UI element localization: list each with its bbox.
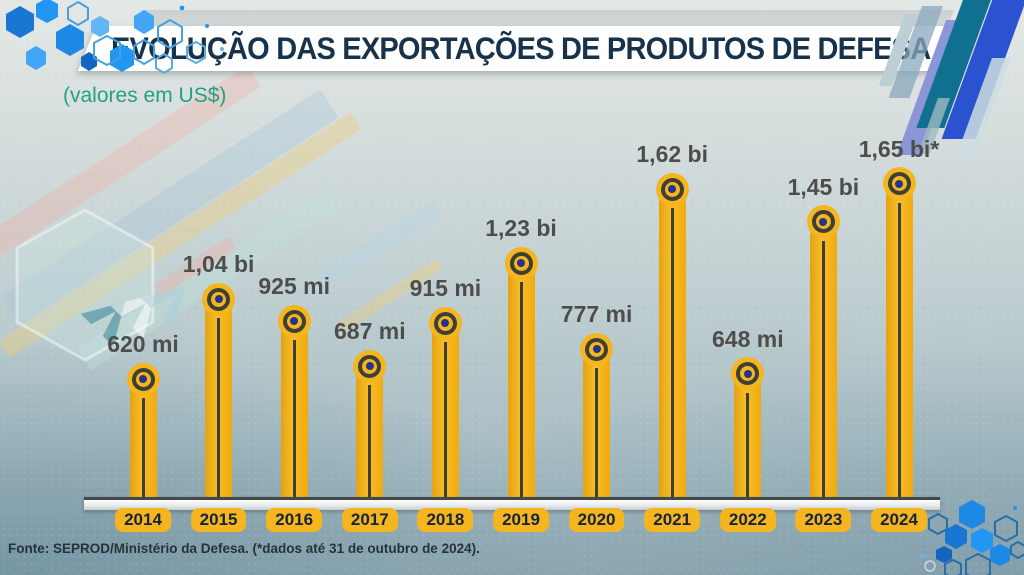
bar-center-line <box>292 340 296 497</box>
page-subtitle: (valores em US$) <box>63 84 227 107</box>
year-label: 2024 <box>871 508 927 532</box>
bar-top-ring <box>433 311 457 335</box>
source-note: Fonte: SEPROD/Ministério da Defesa. (*da… <box>8 541 480 556</box>
bar-slot: 687 mi 2017 <box>332 0 407 575</box>
bar-top-ring <box>282 309 306 333</box>
bar-top-circle-icon <box>353 349 387 383</box>
bar-center-line <box>670 208 674 497</box>
hexagon-cluster-icon <box>6 0 224 74</box>
bar-center-line <box>821 240 825 497</box>
bar <box>431 323 459 497</box>
bar-top-circle-icon <box>580 332 614 366</box>
bar-top-circle-icon <box>655 172 689 206</box>
bar <box>658 189 686 497</box>
year-label: 2021 <box>644 508 701 532</box>
bar-center-line <box>443 342 447 497</box>
bar-top-ring <box>358 354 382 378</box>
bar <box>885 183 913 497</box>
bar-center-line <box>519 282 523 497</box>
x-axis-baseline <box>84 497 940 510</box>
bar-slot: 1,23 bi 2019 <box>484 0 559 575</box>
bar-slot: 1,65 bi* 2024 <box>858 0 940 575</box>
bar <box>356 366 384 497</box>
value-label: 620 mi <box>107 331 179 358</box>
bar-center-line <box>141 398 145 497</box>
bar-top-dot <box>365 362 374 371</box>
bar-top-dot <box>743 369 752 378</box>
bar-slot: 915 mi 2018 <box>408 0 483 575</box>
bar-top-dot <box>139 375 147 384</box>
bar-top-dot <box>441 319 450 328</box>
value-label: 687 mi <box>333 318 406 345</box>
year-label: 2020 <box>568 508 625 532</box>
bar-top-dot <box>592 345 601 354</box>
bar-top-dot <box>517 259 525 268</box>
value-label: 777 mi <box>560 301 633 328</box>
bar-top-circle-icon <box>731 357 765 391</box>
bar-slot: 925 mi 2016 <box>257 0 332 575</box>
bar-top-dot <box>819 217 828 226</box>
page-title: EVOLUÇÃO DAS EXPORTAÇÕES DE PRODUTOS DE … <box>111 32 931 67</box>
year-label: 2016 <box>266 508 323 532</box>
bar-top-ring <box>736 362 760 386</box>
value-label: 1,04 bi <box>182 251 255 278</box>
bar-center-line <box>746 392 750 497</box>
year-label: 2023 <box>795 508 852 532</box>
bar-top-circle-icon <box>277 304 311 338</box>
bar-top-ring <box>509 251 533 275</box>
bar-top-ring <box>887 172 911 195</box>
bar-top-circle-icon <box>428 306 462 340</box>
bar <box>280 321 308 497</box>
bar-top-circle-icon <box>504 246 538 280</box>
year-label: 2018 <box>417 508 474 532</box>
bar-top-circle-icon <box>202 282 236 316</box>
bar-top-dot <box>895 179 903 188</box>
bar-top-circle-icon <box>126 362 160 396</box>
bar-slot: 1,62 bi 2021 <box>635 0 710 575</box>
bar <box>734 373 762 497</box>
bar-center-line <box>217 318 221 497</box>
bar <box>507 263 535 497</box>
hexagon-outline-icon <box>15 208 155 362</box>
value-label: 915 mi <box>409 275 482 302</box>
year-label: 2022 <box>719 508 776 532</box>
value-label: 1,62 bi <box>636 141 708 168</box>
bar-slot: 1,45 bi 2023 <box>786 0 861 575</box>
hexagon-cluster-icon <box>921 500 1024 575</box>
bar-top-ring <box>660 177 684 201</box>
year-label: 2014 <box>115 508 171 532</box>
bar-slot: 1,04 bi 2015 <box>181 0 256 575</box>
bar-top-ring <box>207 287 231 311</box>
bar-top-dot <box>290 317 299 326</box>
bar-top-dot <box>214 295 223 304</box>
bar-top-circle-icon <box>806 205 840 238</box>
bar-top-circle-icon <box>882 167 916 200</box>
bar-slot: 648 mi 2022 <box>710 0 785 575</box>
bar-top-ring <box>811 210 835 233</box>
bar-top-ring <box>585 337 609 361</box>
value-label: 1,45 bi <box>787 173 860 200</box>
value-label: 1,65 bi* <box>858 135 940 162</box>
bar <box>583 349 611 497</box>
bar <box>809 221 837 497</box>
bar <box>129 379 157 497</box>
bar <box>205 299 233 497</box>
value-label: 925 mi <box>258 273 330 300</box>
year-label: 2015 <box>190 508 247 532</box>
bar-slot: 620 mi 2014 <box>106 0 181 575</box>
value-label: 648 mi <box>711 325 784 352</box>
bar-top-ring <box>131 367 155 391</box>
bar-center-line <box>595 368 599 497</box>
value-label: 1,23 bi <box>485 215 557 242</box>
year-label: 2019 <box>493 508 549 532</box>
year-label: 2017 <box>341 508 398 532</box>
bar-slot: 777 mi 2020 <box>559 0 634 575</box>
bar-center-line <box>897 202 901 497</box>
bar-top-dot <box>668 185 677 194</box>
bar-center-line <box>368 385 372 497</box>
